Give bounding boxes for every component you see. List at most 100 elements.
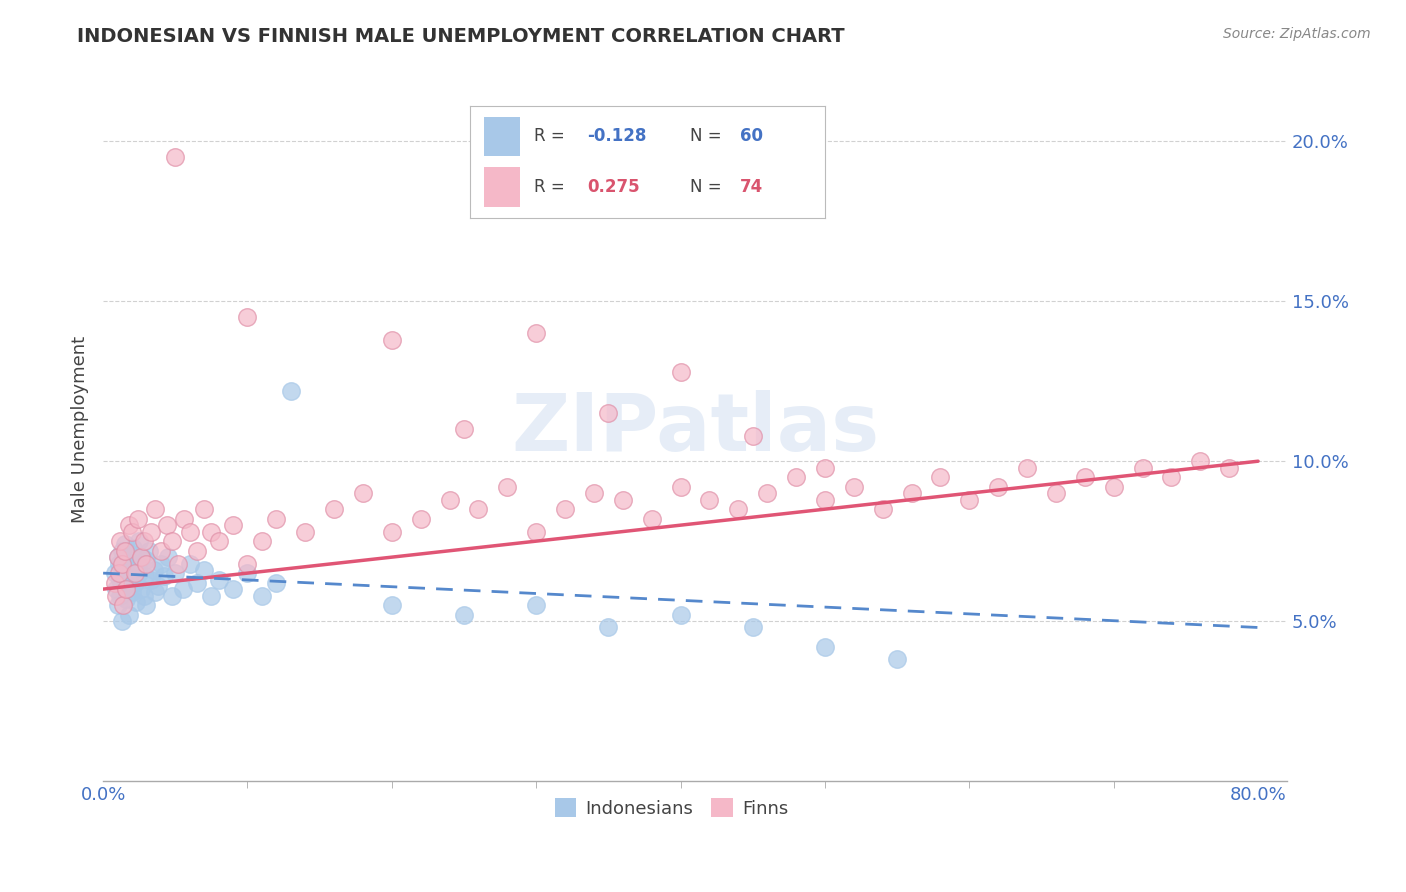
Point xyxy=(121,559,143,574)
Point xyxy=(179,524,201,539)
Point xyxy=(165,150,187,164)
Text: INDONESIAN VS FINNISH MALE UNEMPLOYMENT CORRELATION CHART: INDONESIAN VS FINNISH MALE UNEMPLOYMENT … xyxy=(77,27,845,45)
Point xyxy=(929,470,952,484)
Point xyxy=(172,582,194,596)
Point xyxy=(741,428,763,442)
Point xyxy=(439,492,461,507)
Point xyxy=(1160,470,1182,484)
Point xyxy=(107,598,129,612)
Point xyxy=(453,607,475,622)
Point xyxy=(173,512,195,526)
Point xyxy=(110,573,132,587)
Point xyxy=(108,566,131,581)
Point xyxy=(669,480,692,494)
Point xyxy=(785,470,807,484)
Point xyxy=(814,640,837,654)
Point xyxy=(323,502,346,516)
Point xyxy=(115,582,138,596)
Point xyxy=(496,480,519,494)
Point xyxy=(135,557,157,571)
Point xyxy=(1189,454,1212,468)
Point xyxy=(129,582,152,596)
Point xyxy=(266,575,288,590)
Point xyxy=(107,550,129,565)
Point xyxy=(149,543,172,558)
Point xyxy=(987,480,1010,494)
Point xyxy=(165,566,187,581)
Point xyxy=(669,607,692,622)
Point xyxy=(669,365,692,379)
Point xyxy=(1102,480,1125,494)
Point xyxy=(149,557,172,571)
Point xyxy=(186,543,208,558)
Point xyxy=(117,553,139,567)
Point xyxy=(200,589,222,603)
Point xyxy=(842,480,865,494)
Point xyxy=(554,502,576,516)
Point xyxy=(156,518,179,533)
Point xyxy=(105,582,128,596)
Point xyxy=(122,541,145,555)
Point xyxy=(699,492,721,507)
Point xyxy=(957,492,980,507)
Point xyxy=(110,589,132,603)
Point xyxy=(467,502,489,516)
Point xyxy=(612,492,634,507)
Point xyxy=(250,534,273,549)
Point xyxy=(114,543,136,558)
Point xyxy=(193,563,215,577)
Point xyxy=(111,614,134,628)
Point xyxy=(132,589,155,603)
Point xyxy=(756,486,779,500)
Point xyxy=(280,384,302,398)
Point xyxy=(179,557,201,571)
Point xyxy=(352,486,374,500)
Point xyxy=(727,502,749,516)
Point xyxy=(128,534,150,549)
Point xyxy=(114,537,136,551)
Point xyxy=(121,524,143,539)
Point xyxy=(127,512,149,526)
Point xyxy=(1132,460,1154,475)
Point xyxy=(167,557,190,571)
Point xyxy=(115,591,138,606)
Point xyxy=(143,585,166,599)
Point xyxy=(186,575,208,590)
Text: Source: ZipAtlas.com: Source: ZipAtlas.com xyxy=(1223,27,1371,41)
Point xyxy=(118,569,141,583)
Point xyxy=(124,575,146,590)
Point xyxy=(814,492,837,507)
Point xyxy=(200,524,222,539)
Point xyxy=(146,579,169,593)
Point xyxy=(162,534,184,549)
Point xyxy=(129,550,152,565)
Text: ZIPatlas: ZIPatlas xyxy=(510,390,879,468)
Point xyxy=(741,620,763,634)
Point xyxy=(266,512,288,526)
Point xyxy=(124,566,146,581)
Point xyxy=(598,620,620,634)
Point xyxy=(582,486,605,500)
Point xyxy=(381,524,404,539)
Point xyxy=(118,518,141,533)
Point xyxy=(118,607,141,622)
Point xyxy=(111,557,134,571)
Point xyxy=(157,550,180,565)
Point xyxy=(111,543,134,558)
Point xyxy=(236,310,259,325)
Point xyxy=(125,595,148,609)
Point xyxy=(207,573,229,587)
Point xyxy=(120,547,142,561)
Point xyxy=(207,534,229,549)
Point xyxy=(236,566,259,581)
Point xyxy=(110,534,132,549)
Point xyxy=(236,557,259,571)
Point xyxy=(104,566,127,581)
Point xyxy=(142,563,165,577)
Point xyxy=(143,502,166,516)
Point xyxy=(108,557,131,571)
Point xyxy=(135,598,157,612)
Point xyxy=(104,575,127,590)
Point xyxy=(1017,460,1039,475)
Point xyxy=(886,652,908,666)
